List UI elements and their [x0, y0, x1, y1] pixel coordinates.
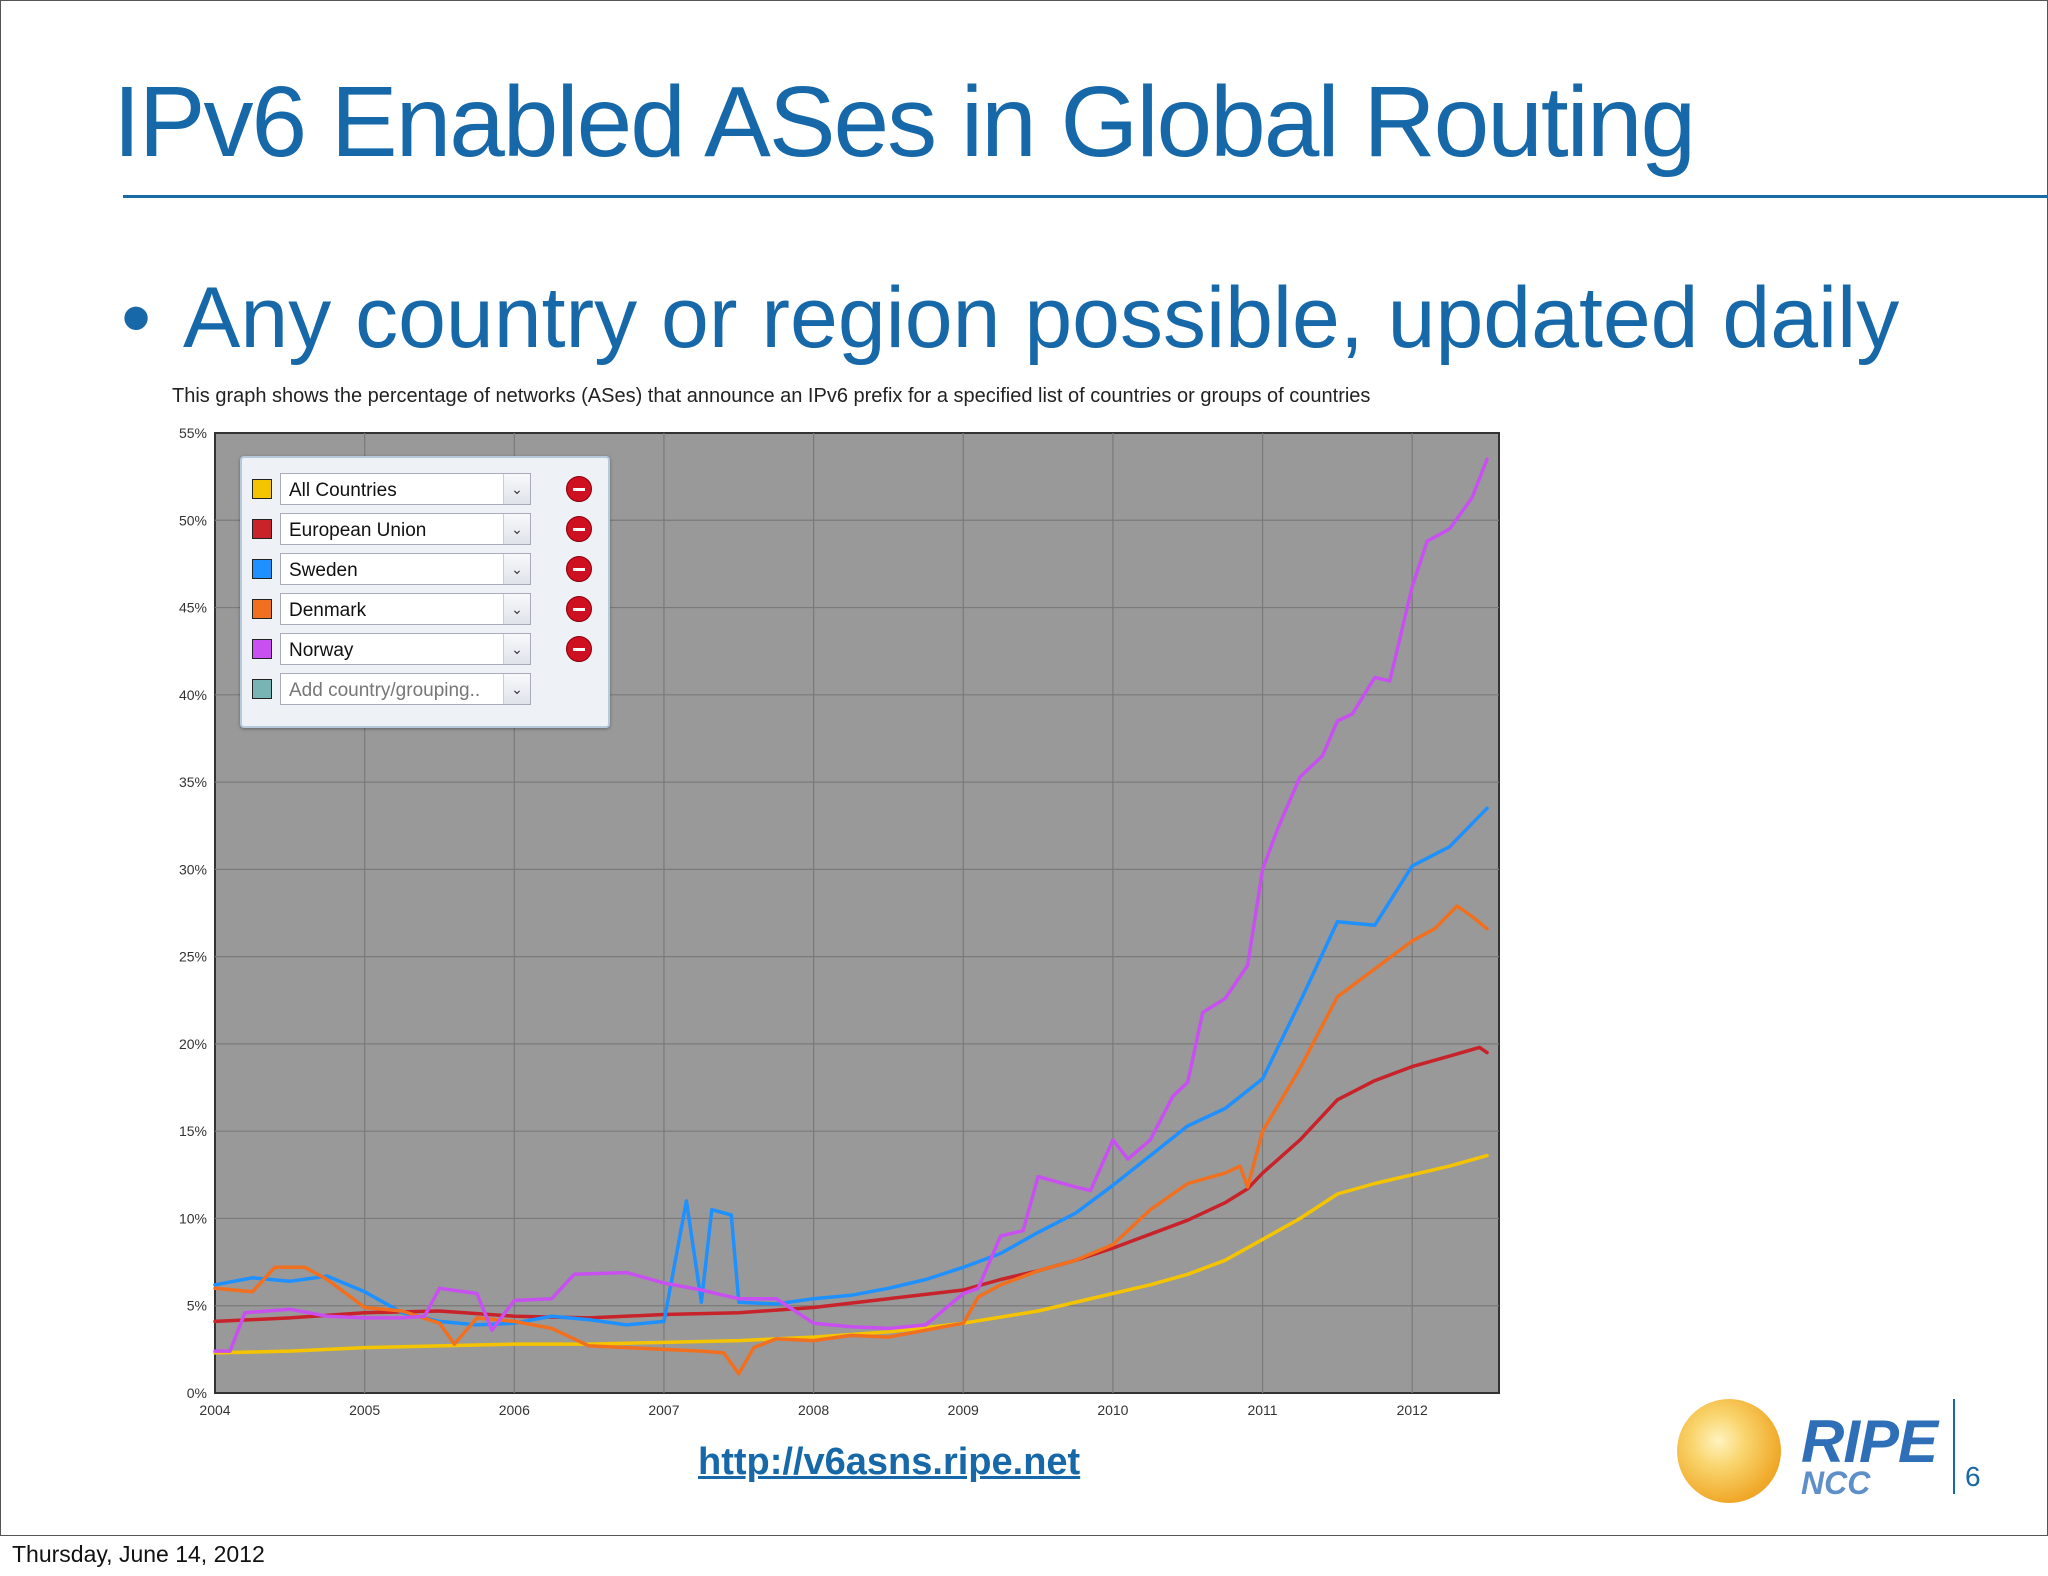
- legend-panel: All Countries ⌄ European Union ⌄ Sweden …: [240, 456, 610, 728]
- y-tick-label: 45%: [179, 600, 207, 616]
- chevron-down-icon[interactable]: ⌄: [503, 474, 530, 504]
- series-select-norway[interactable]: Norway ⌄: [280, 633, 531, 665]
- y-tick-label: 40%: [179, 687, 207, 703]
- legend-row-denmark: Denmark ⌄: [252, 592, 602, 626]
- page-number: 6: [1965, 1461, 1981, 1492]
- legend-swatch: [252, 559, 272, 579]
- legend-row-sweden: Sweden ⌄: [252, 552, 602, 586]
- x-tick-label: 2005: [349, 1402, 380, 1418]
- chart-caption: This graph shows the percentage of netwo…: [172, 385, 1371, 407]
- legend-label: Norway: [289, 640, 354, 661]
- x-tick-label: 2010: [1097, 1402, 1128, 1418]
- x-tick-label: 2011: [1247, 1402, 1277, 1418]
- slide: IPv6 Enabled ASes in Global Routing • Any…: [0, 0, 2048, 1536]
- source-link[interactable]: http://v6asns.ripe.net: [698, 1441, 1081, 1483]
- y-tick-label: 50%: [179, 512, 207, 528]
- legend-label: Sweden: [289, 560, 358, 581]
- series-select-european-union[interactable]: European Union ⌄: [280, 513, 531, 545]
- legend-label: European Union: [289, 520, 427, 541]
- y-tick-label: 30%: [179, 861, 207, 877]
- legend-swatch: [252, 679, 272, 699]
- chart-ticks: 0% 5% 10% 15% 20% 25% 30% 35% 40% 45% 50% 55% 2004 20…: [179, 425, 1428, 1418]
- title-divider: [123, 195, 2048, 198]
- ripe-ncc-logo: RIPE NCC: [1677, 1399, 1938, 1509]
- footer-date: Thursday, June 14, 2012: [12, 1541, 265, 1567]
- x-tick-label: 2009: [948, 1402, 979, 1418]
- chevron-down-icon[interactable]: ⌄: [503, 634, 530, 664]
- legend-label: All Countries: [289, 480, 397, 501]
- y-tick-label: 55%: [179, 425, 207, 441]
- legend-row-add: Add country/grouping.. ⌄: [252, 672, 602, 706]
- remove-icon[interactable]: [566, 596, 592, 622]
- add-country-select[interactable]: Add country/grouping.. ⌄: [280, 673, 531, 705]
- series-line-sweden: [213, 806, 1489, 1327]
- bullet-point: • Any country or region possible, updated…: [121, 269, 1899, 368]
- y-tick-label: 35%: [179, 774, 207, 790]
- bullet-icon: •: [121, 270, 152, 366]
- y-tick-label: 20%: [179, 1036, 207, 1052]
- x-tick-label: 2007: [648, 1402, 679, 1418]
- chevron-down-icon[interactable]: ⌄: [503, 554, 530, 584]
- remove-icon[interactable]: [566, 516, 592, 542]
- bullet-text: Any country or region possible, updated …: [183, 270, 1900, 366]
- legend-swatch: [252, 599, 272, 619]
- y-tick-label: 15%: [179, 1123, 207, 1139]
- x-tick-label: 2004: [199, 1402, 230, 1418]
- series-select-denmark[interactable]: Denmark ⌄: [280, 593, 531, 625]
- legend-label: Denmark: [289, 600, 367, 621]
- y-tick-label: 25%: [179, 949, 207, 965]
- series-select-sweden[interactable]: Sweden ⌄: [280, 553, 531, 585]
- globe-icon: [1677, 1399, 1781, 1503]
- x-tick-label: 2006: [499, 1402, 530, 1418]
- remove-icon[interactable]: [566, 476, 592, 502]
- y-tick-label: 5%: [187, 1298, 207, 1314]
- chevron-down-icon[interactable]: ⌄: [503, 674, 530, 704]
- series-select-all-countries[interactable]: All Countries ⌄: [280, 473, 531, 505]
- legend-swatch: [252, 479, 272, 499]
- logo-subtext: NCC: [1801, 1465, 1871, 1501]
- remove-icon[interactable]: [566, 636, 592, 662]
- series-line-denmark: [213, 904, 1489, 1376]
- add-country-placeholder: Add country/grouping..: [289, 680, 481, 701]
- y-tick-label: 10%: [179, 1210, 207, 1226]
- series-line-all-countries: [213, 1153, 1489, 1355]
- chevron-down-icon[interactable]: ⌄: [503, 594, 530, 624]
- legend-swatch: [252, 639, 272, 659]
- legend-row-all-countries: All Countries ⌄: [252, 472, 602, 506]
- remove-icon[interactable]: [566, 556, 592, 582]
- legend-row-norway: Norway ⌄: [252, 632, 602, 666]
- slide-title: IPv6 Enabled ASes in Global Routing: [113, 66, 1696, 178]
- x-tick-label: 2008: [798, 1402, 829, 1418]
- y-tick-label: 0%: [187, 1385, 207, 1401]
- logo-divider: [1953, 1399, 1955, 1494]
- x-tick-label: 2012: [1397, 1402, 1428, 1418]
- series-line-norway: [213, 457, 1489, 1353]
- chart-series: [213, 457, 1489, 1376]
- legend-swatch: [252, 519, 272, 539]
- chevron-down-icon[interactable]: ⌄: [503, 514, 530, 544]
- legend-row-european-union: European Union ⌄: [252, 512, 602, 546]
- logo-text: RIPE: [1801, 1408, 1938, 1475]
